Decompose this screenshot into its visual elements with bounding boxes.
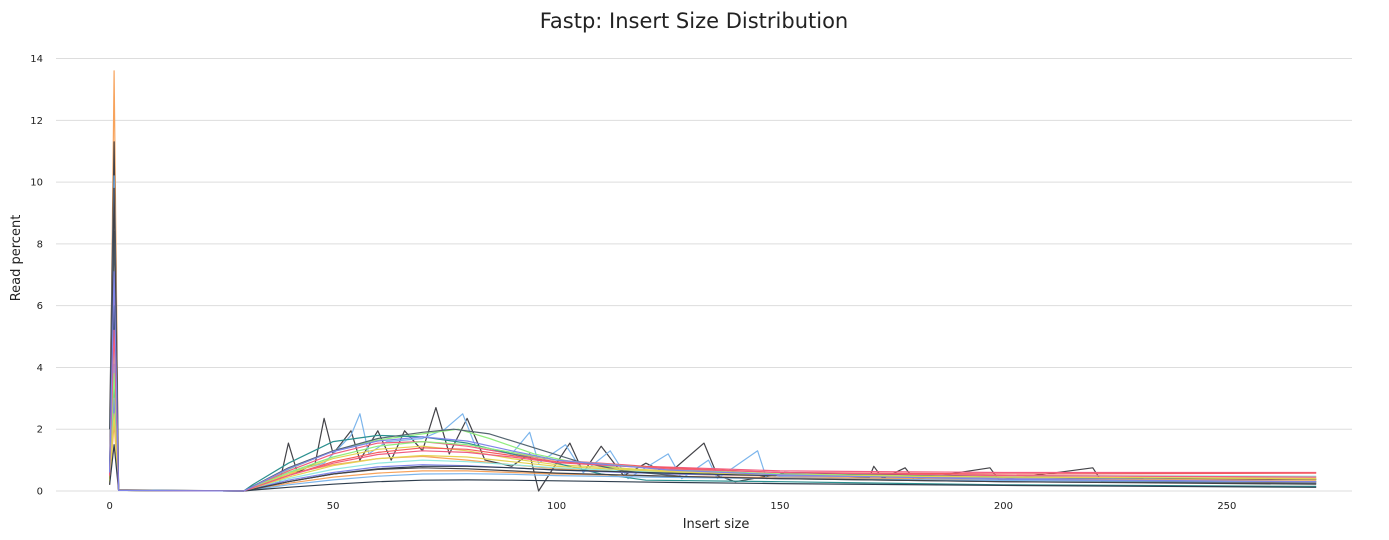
y-tick-label: 0 — [37, 487, 43, 498]
series-line-sample_01 — [109, 70, 1317, 492]
x-tick-label: 200 — [994, 501, 1013, 512]
y-tick-label: 4 — [37, 363, 43, 374]
gridlines — [56, 58, 1352, 492]
y-tick-label: 12 — [30, 116, 43, 127]
series-line-sample_02 — [109, 141, 1317, 492]
x-tick-label: 150 — [770, 501, 789, 512]
y-tick-label: 8 — [37, 239, 43, 250]
y-axis-label: Read percent — [9, 215, 24, 302]
x-tick-label: 250 — [1217, 501, 1236, 512]
series-line-sample_03 — [109, 175, 1317, 492]
series-line-sample_05 — [109, 292, 1317, 492]
y-tick-label: 10 — [30, 178, 43, 189]
series-line-sample_16 — [109, 187, 1317, 492]
chart-title: Fastp: Insert Size Distribution — [540, 9, 848, 33]
y-tick-label: 6 — [37, 301, 43, 312]
x-tick-label: 100 — [547, 501, 566, 512]
y-tick-label: 2 — [37, 425, 43, 436]
x-tick-label: 0 — [106, 501, 112, 512]
x-tick-labels: 0 50 100 150 200 250 — [106, 501, 1236, 512]
y-tick-label: 14 — [30, 54, 43, 65]
series-line-sample_20 — [109, 271, 1317, 492]
x-axis-label: Insert size — [683, 517, 750, 532]
series-lines — [109, 70, 1317, 492]
y-tick-labels: 0 2 4 6 8 10 12 14 — [30, 54, 43, 497]
x-tick-label: 50 — [327, 501, 340, 512]
